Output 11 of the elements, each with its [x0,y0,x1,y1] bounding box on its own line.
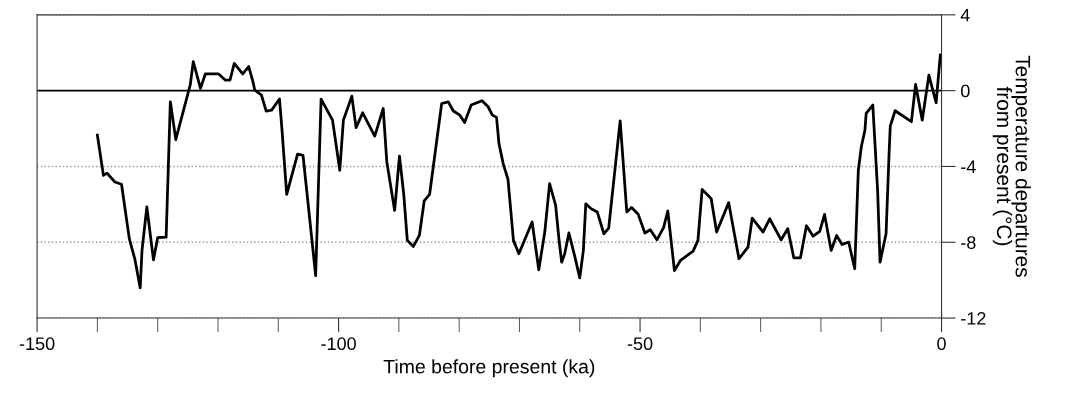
x-tick-label: -100 [321,337,356,351]
y-tick-label: -12 [961,312,986,325]
x-axis-title: Time before present (ka) [383,359,595,378]
x-tick-label: 0 [937,337,946,351]
y-tick-label: -4 [961,160,976,173]
x-tick-label: -50 [627,337,653,351]
x-tick-label: -150 [19,337,55,351]
y-tick-label: 0 [960,84,970,98]
y-tick-label: -8 [961,236,976,249]
y-tick-label: 4 [960,8,970,22]
y-axis-title: Temperature departures from present (°C) [992,55,1031,277]
